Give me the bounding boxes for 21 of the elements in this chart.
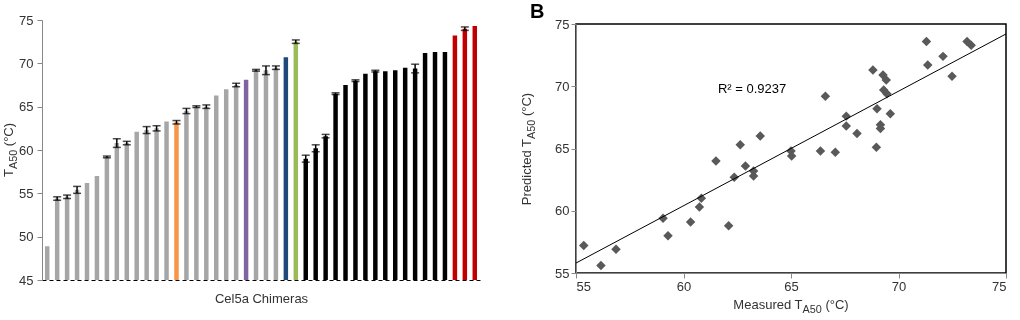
x-tick-label: 60 <box>676 278 692 294</box>
x-tick-label: 70 <box>891 278 907 294</box>
y-tick-label: 55 <box>555 265 570 281</box>
y-tick-label: 65 <box>555 141 570 156</box>
y-tick-label: 75 <box>19 12 34 28</box>
x-tick-label: 55 <box>576 278 591 294</box>
chart-title: B <box>530 0 545 23</box>
y-tick-label: 45 <box>19 272 34 288</box>
y-tick-label: 70 <box>19 55 34 71</box>
x-axis-title: Cel5a Chimeras <box>214 290 309 306</box>
y-tick-label: 70 <box>555 78 570 94</box>
x-tick-label: 75 <box>992 278 1007 294</box>
y-tick-label: 65 <box>19 99 34 115</box>
y-tick-label: 60 <box>555 203 570 219</box>
y-tick-label: 55 <box>19 185 34 201</box>
annotation: R² = 0.9237 <box>717 81 787 97</box>
x-axis-title: Measured T$_{A50}$ (°C) <box>733 297 849 315</box>
x-tick-label: 65 <box>784 278 799 294</box>
y-tick-label: 75 <box>555 16 570 32</box>
y-tick-label: 50 <box>19 229 34 245</box>
y-tick-label: 60 <box>19 142 34 158</box>
